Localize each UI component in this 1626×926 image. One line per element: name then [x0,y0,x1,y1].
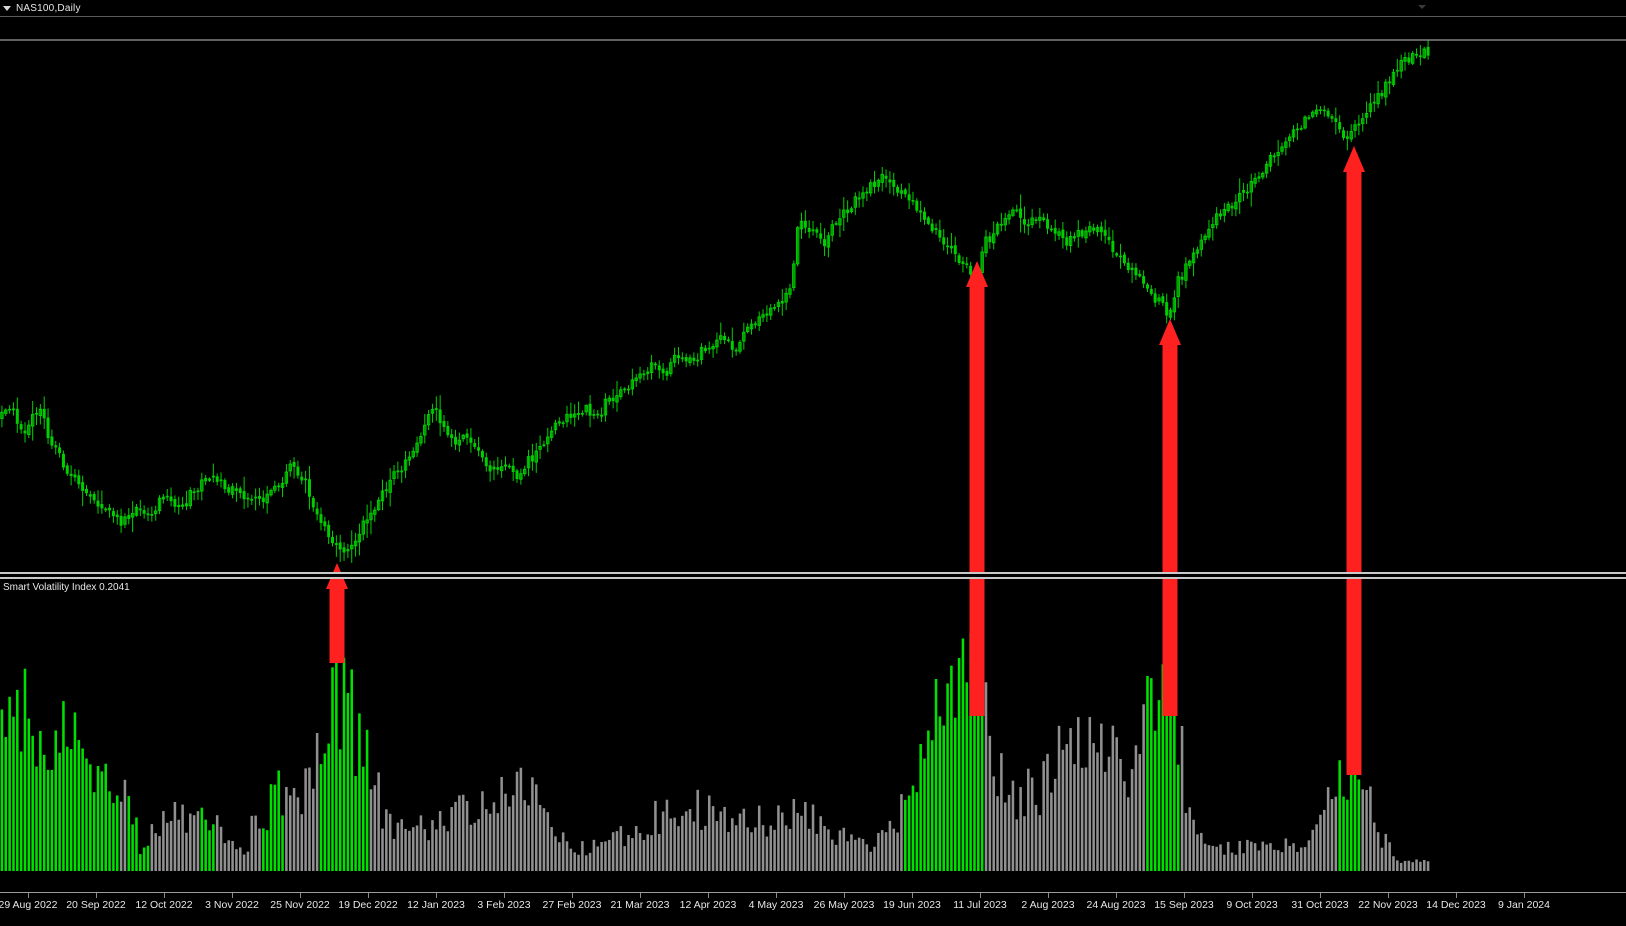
axis-tick [1320,893,1321,898]
axis-date-label: 14 Dec 2023 [1426,899,1486,911]
axis-tick [232,893,233,898]
price-pane[interactable] [0,17,1626,572]
axis-date-label: 26 May 2023 [813,899,875,911]
axis-tick [96,893,97,898]
axis-date-label: 15 Sep 2023 [1154,899,1214,911]
chevron-down-icon[interactable] [1418,5,1426,9]
axis-date-label: 12 Oct 2022 [135,899,193,911]
axis-date-label: 12 Jan 2023 [407,899,465,911]
axis-date-label: 9 Oct 2023 [1226,899,1278,911]
axis-tick [300,893,301,898]
axis-tick [776,893,777,898]
axis-tick [1048,893,1049,898]
candlestick-chart [0,39,1626,563]
axis-date-label: 19 Jun 2023 [883,899,941,911]
axis-date-label: 20 Sep 2022 [66,899,126,911]
indicator-annotation-layer [326,579,1362,775]
axis-date-label: 3 Nov 2022 [205,899,259,911]
axis-tick [912,893,913,898]
axis-date-label: 3 Feb 2023 [477,899,531,911]
pane-separator[interactable] [0,572,1626,579]
axis-date-label: 27 Feb 2023 [542,899,602,911]
axis-tick [1388,893,1389,898]
axis-date-label: 9 Jan 2024 [1498,899,1550,911]
x-axis: 29 Aug 2022 20 Sep 2022 12 Oct 2022 3 Nov 2… [0,892,1626,926]
axis-tick [504,893,505,898]
axis-date-label: 24 Aug 2023 [1086,899,1146,911]
axis-tick [1252,893,1253,898]
axis-date-label: 21 Mar 2023 [610,899,670,911]
axis-tick [28,893,29,898]
axis-tick [708,893,709,898]
chart-titlebar: NAS100,Daily [0,0,1626,17]
volatility-histogram [0,633,1430,871]
indicator-pane[interactable]: Smart Volatility Index 0.2041 [0,579,1626,892]
axis-tick [1184,893,1185,898]
chevron-down-icon[interactable] [3,5,11,11]
axis-date-label: 4 May 2023 [748,899,804,911]
axis-date-label: 2 Aug 2023 [1021,899,1075,911]
axis-tick [368,893,369,898]
symbol-timeframe-label: NAS100,Daily [16,2,81,14]
axis-tick [844,893,845,898]
axis-tick [572,893,573,898]
indicator-label: Smart Volatility Index 0.2041 [3,582,130,593]
axis-date-label: 11 Jul 2023 [953,899,1007,911]
axis-date-label: 12 Apr 2023 [679,899,737,911]
axis-tick [1456,893,1457,898]
axis-date-label: 31 Oct 2023 [1291,899,1349,911]
axis-date-label: 29 Aug 2022 [0,899,58,911]
price-annotation-layer [333,146,1365,572]
axis-date-label: 19 Dec 2022 [338,899,398,911]
axis-tick [436,893,437,898]
axis-date-label: 22 Nov 2023 [1358,899,1418,911]
axis-tick [164,893,165,898]
axis-tick [980,893,981,898]
axis-tick [640,893,641,898]
axis-date-label: 25 Nov 2022 [270,899,330,911]
axis-tick [1524,893,1525,898]
axis-tick [1116,893,1117,898]
